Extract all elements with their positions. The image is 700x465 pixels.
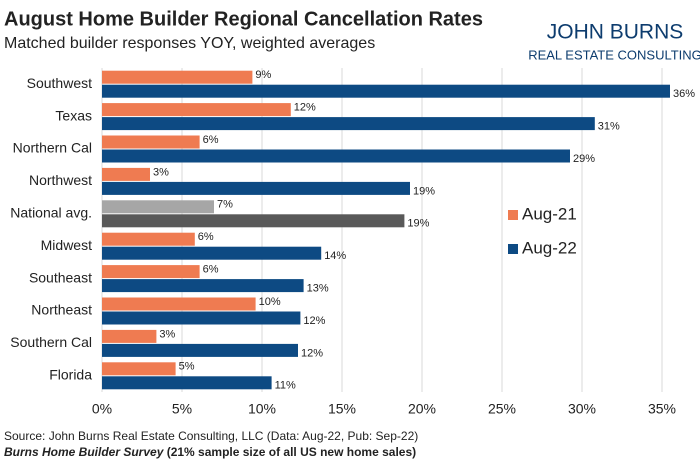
bar — [102, 214, 405, 228]
value-label: 7% — [217, 199, 233, 211]
value-label: 12% — [303, 315, 325, 327]
value-label: 14% — [324, 250, 346, 262]
note: Burns Home Builder Survey (21% sample si… — [4, 445, 416, 459]
value-label: 6% — [198, 231, 214, 243]
y-tick-label: Midwest — [41, 237, 92, 253]
source: Source: John Burns Real Estate Consultin… — [4, 429, 418, 443]
bar — [102, 343, 298, 357]
value-label: 31% — [598, 121, 620, 133]
value-label: 3% — [159, 328, 175, 340]
value-label: 12% — [301, 347, 323, 359]
value-label: 13% — [307, 283, 329, 295]
x-tick-label: 0% — [92, 401, 112, 417]
bar — [102, 167, 150, 181]
bar — [102, 149, 570, 163]
bar — [102, 117, 595, 131]
value-label: 29% — [573, 153, 595, 165]
value-label: 19% — [413, 185, 435, 197]
bar — [102, 279, 304, 293]
bar — [102, 329, 157, 343]
x-tick-label: 30% — [568, 401, 596, 417]
y-tick-label: National avg. — [10, 205, 92, 221]
y-tick-label: Northwest — [29, 172, 92, 188]
bar — [102, 84, 670, 98]
x-tick-label: 5% — [172, 401, 192, 417]
bar — [102, 376, 272, 390]
legend-swatch — [508, 210, 518, 220]
value-label: 19% — [407, 218, 429, 230]
x-tick-label: 10% — [248, 401, 276, 417]
value-label: 6% — [203, 264, 219, 276]
bar — [102, 246, 322, 260]
legend-label: Aug-21 — [522, 204, 577, 223]
x-tick-label: 35% — [648, 401, 676, 417]
x-tick-label: 25% — [488, 401, 516, 417]
chart-title: August Home Builder Regional Cancellatio… — [4, 8, 483, 30]
bar — [102, 70, 253, 84]
bar — [102, 297, 256, 311]
bar — [102, 232, 195, 246]
y-tick-label: Northern Cal — [13, 140, 92, 156]
y-tick-label: Southeast — [29, 269, 92, 285]
chart-subtitle: Matched builder responses YOY, weighted … — [4, 35, 375, 52]
x-tick-label: 15% — [328, 401, 356, 417]
legend-swatch — [508, 244, 518, 254]
value-label: 3% — [153, 166, 169, 178]
value-label: 5% — [179, 361, 195, 373]
y-tick-label: Texas — [55, 107, 92, 123]
value-label: 11% — [275, 380, 296, 392]
logo-name: JOHN BURNS — [547, 21, 684, 44]
y-tick-label: Florida — [49, 367, 92, 383]
value-label: 6% — [203, 134, 219, 146]
logo-tagline: REAL ESTATE CONSULTING — [528, 47, 700, 62]
value-label: 9% — [255, 69, 271, 81]
bar — [102, 200, 214, 214]
value-label: 10% — [259, 296, 281, 308]
x-tick-label: 20% — [408, 401, 436, 417]
value-label: 36% — [673, 88, 695, 100]
y-tick-label: Northeast — [31, 302, 92, 318]
bar — [102, 265, 200, 279]
y-tick-label: Southern Cal — [10, 334, 92, 350]
bar — [102, 362, 176, 376]
value-label: 12% — [294, 102, 316, 114]
legend-label: Aug-22 — [522, 238, 577, 257]
y-tick-label: Southwest — [27, 75, 92, 91]
bar — [102, 181, 410, 195]
note-text: (21% sample size of all US new home sale… — [163, 445, 416, 459]
bar — [102, 135, 200, 149]
note-title: Burns Home Builder Survey — [4, 445, 165, 459]
bar — [102, 311, 301, 325]
bar — [102, 103, 291, 117]
